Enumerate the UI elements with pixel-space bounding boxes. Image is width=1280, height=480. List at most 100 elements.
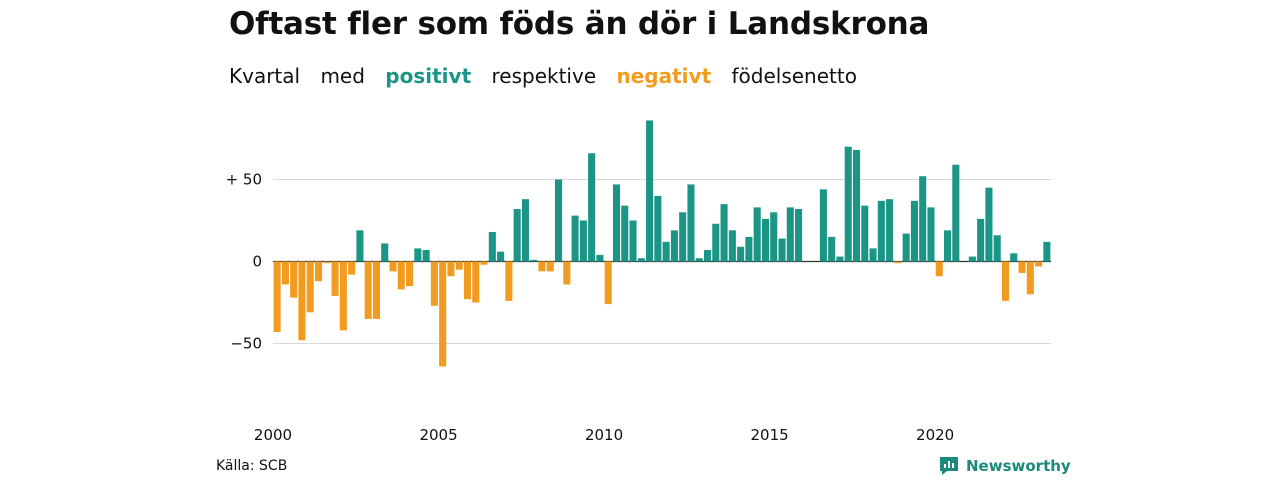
bar: [331, 261, 339, 296]
chart-title: Oftast fler som föds än dör i Landskrona: [229, 6, 930, 42]
bar: [902, 233, 910, 262]
bar: [273, 261, 281, 333]
bar: [348, 261, 356, 275]
bar: [761, 218, 769, 262]
bar: [819, 189, 827, 262]
bar: [679, 212, 687, 262]
bar: [968, 256, 976, 262]
bar: [778, 238, 786, 262]
bar: [737, 246, 745, 262]
bar: [1035, 261, 1043, 267]
bar: [538, 261, 546, 272]
bar: [977, 218, 985, 262]
bar: [720, 204, 728, 262]
bar: [281, 261, 289, 285]
bar: [290, 261, 298, 298]
bar: [604, 261, 612, 305]
bar: [910, 200, 918, 262]
bar: [612, 184, 621, 262]
subtitle-word-6: födelsenetto: [731, 64, 857, 88]
x-tick-label: 2010: [585, 426, 623, 444]
brand-label: Newsworthy: [966, 457, 1071, 475]
bar: [480, 261, 488, 265]
bar: [447, 261, 455, 277]
bar: [728, 230, 736, 262]
bar: [1001, 261, 1010, 301]
bar: [877, 200, 885, 262]
bar: [530, 259, 538, 262]
bar: [596, 254, 604, 262]
bar: [844, 146, 852, 262]
subtitle-word-4: respektive: [491, 64, 597, 88]
bar: [422, 250, 430, 262]
bar: [985, 187, 993, 262]
bar: [861, 205, 869, 262]
bar: [455, 261, 463, 270]
bar: [993, 235, 1001, 262]
bar: [397, 261, 405, 290]
bar: [770, 212, 778, 262]
y-tick-label: 0: [252, 253, 262, 271]
bar: [1026, 261, 1034, 295]
chart-subtitle: Kvartal med positivt respektive negativt…: [229, 64, 871, 88]
bar: [463, 261, 472, 300]
brand: Newsworthy: [938, 455, 1071, 477]
bar: [339, 261, 347, 331]
subtitle-word-1: Kvartal: [229, 64, 301, 88]
subtitle-word-2: med: [320, 64, 365, 88]
bar: [927, 207, 935, 262]
newsworthy-logo-icon: [940, 457, 958, 475]
bar: [306, 261, 314, 313]
bar: [621, 205, 629, 262]
bar: [852, 149, 861, 262]
bar: [828, 236, 836, 262]
bar: [786, 207, 794, 262]
bar: [555, 179, 563, 262]
bar: [629, 220, 637, 262]
bar: [488, 231, 496, 262]
bar: [389, 261, 397, 272]
x-tick-label: 2015: [751, 426, 789, 444]
y-tick-label: + 50: [226, 171, 262, 189]
bar: [497, 251, 505, 262]
bar: [745, 236, 753, 262]
bar: [795, 209, 803, 262]
bar: [505, 261, 513, 301]
bar: [546, 261, 554, 272]
bar: [414, 248, 422, 262]
bar: [952, 164, 960, 262]
bar: [670, 230, 678, 262]
x-tick-label: 2020: [916, 426, 954, 444]
y-tick-label: −50: [230, 335, 262, 353]
bar: [513, 209, 521, 262]
bar: [935, 261, 943, 277]
bar: [521, 199, 529, 262]
bar: [753, 207, 761, 262]
bar: [563, 261, 571, 285]
bar: [372, 261, 380, 319]
bar: [439, 261, 447, 367]
bar: [323, 261, 331, 264]
bar: [579, 220, 587, 262]
bar: [712, 223, 720, 262]
bar: [654, 195, 662, 262]
x-tick-label: 2000: [254, 426, 292, 444]
bar: [571, 215, 579, 262]
legend-negative: negativt: [616, 64, 712, 88]
x-tick-label: 2005: [419, 426, 457, 444]
bar: [687, 184, 695, 262]
bar: [894, 261, 902, 264]
bar: [430, 261, 438, 306]
bar: [356, 230, 364, 262]
bar: [406, 261, 414, 287]
bar: [298, 261, 306, 341]
bar: [695, 258, 703, 262]
bar: [364, 261, 372, 319]
bar: [944, 230, 952, 262]
bar: [472, 261, 480, 303]
bar: [869, 248, 877, 262]
bar: [886, 199, 894, 262]
bar: [637, 258, 645, 262]
bar: [662, 241, 670, 262]
